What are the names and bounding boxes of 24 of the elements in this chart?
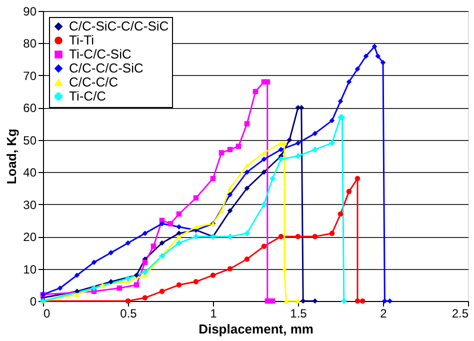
y-axis-title: Load, Kg: [4, 128, 20, 184]
y-tick-label: 60: [23, 101, 37, 116]
legend-label: Ti-C/C-SiC: [69, 46, 132, 62]
x-tick-label: 1: [210, 306, 218, 320]
y-tick-label: 40: [23, 166, 37, 180]
y-tick-label: 20: [23, 230, 37, 244]
y-tick-label: 80: [23, 36, 37, 51]
x-tick-label: 2.5: [452, 306, 469, 320]
y-tick-label: 70: [23, 68, 37, 83]
y-tick-label: 10: [23, 262, 37, 276]
y-tick-label: 0: [30, 294, 37, 308]
y-tick-label: 50: [23, 133, 37, 148]
legend-label: C/C-C/C-SiC: [69, 60, 144, 76]
x-tick-label: 0: [44, 306, 50, 320]
legend-label: C/C-C/C: [69, 74, 118, 90]
legend-label: Ti-C/C: [69, 88, 106, 104]
x-tick-label: 2: [380, 306, 388, 320]
y-tick-label: 30: [23, 198, 37, 212]
legend-label: C/C-SiC-C/C-SiC: [69, 18, 169, 34]
x-axis-title: Displacement, mm: [198, 322, 314, 336]
legend-label: Ti-Ti: [69, 32, 94, 48]
y-tick-label: 90: [23, 4, 37, 18]
x-tick-label: 0.5: [120, 306, 138, 320]
x-tick-label: 1.5: [290, 306, 308, 320]
